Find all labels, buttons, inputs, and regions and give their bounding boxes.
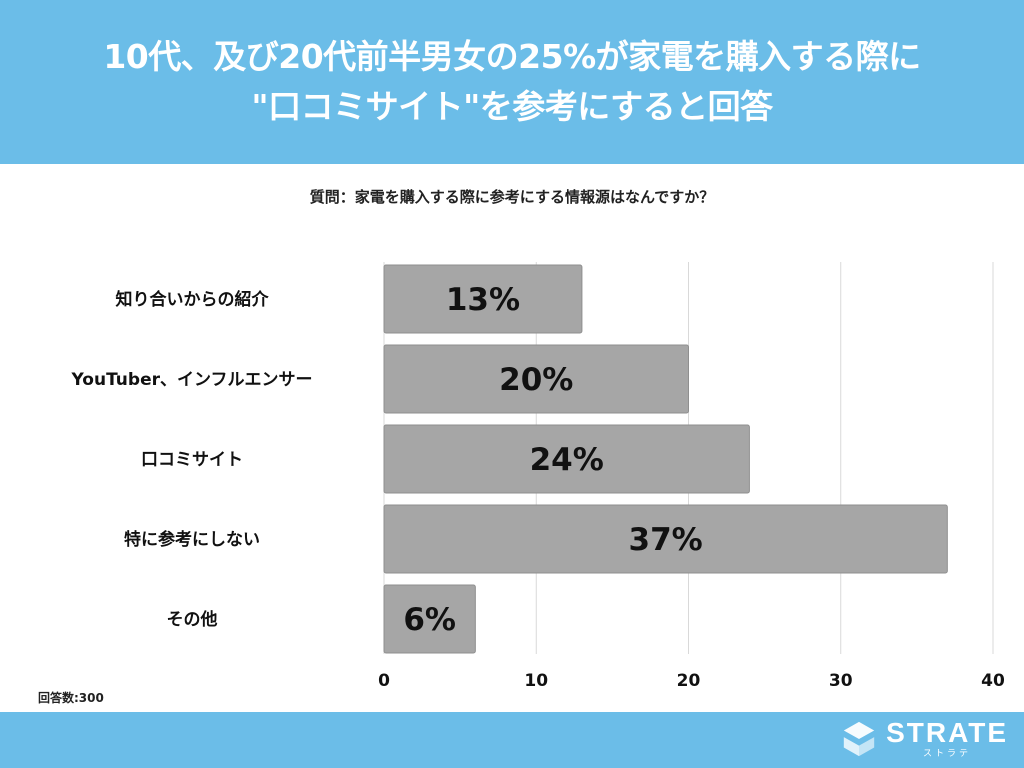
chart-subtitle: 質問：家電を購入する際に参考にする情報源はなんですか？ xyxy=(309,188,715,206)
x-tick-label: 40 xyxy=(981,671,1005,691)
bar xyxy=(383,584,476,654)
bar xyxy=(383,344,689,414)
bar-value-label: 37% xyxy=(629,522,703,558)
logo-wordmark: STRATE xyxy=(886,717,1008,748)
strate-logo-icon xyxy=(843,721,875,757)
category-label: その他 xyxy=(167,609,218,630)
bar-layer xyxy=(383,264,948,654)
x-tick-label: 0 xyxy=(378,671,390,691)
title-line-1: 10代、及び20代前半男女の25%が家電を購入する際に xyxy=(103,37,921,76)
footer-banner: STRATE ストラテ xyxy=(0,712,1024,768)
strate-logo: STRATE ストラテ xyxy=(840,718,1008,760)
bar-value-label: 24% xyxy=(530,442,604,478)
x-tick-label: 10 xyxy=(524,671,548,691)
title-line-2: "口コミサイト"を参考にすると回答 xyxy=(251,87,773,126)
header-banner: 10代、及び20代前半男女の25%が家電を購入する際に "口コミサイト"を参考に… xyxy=(0,0,1024,164)
bar xyxy=(383,504,948,574)
category-label: 口コミサイト xyxy=(141,450,243,470)
label-layer: 0 10 20 30 40 13% 知り合いからの紹介 20% YouTuber、インフルエンサ… xyxy=(71,282,1005,691)
bar xyxy=(383,264,583,334)
bar-value-label: 13% xyxy=(446,282,520,318)
x-tick-label: 30 xyxy=(829,671,853,691)
category-label: 特に参考にしない xyxy=(124,529,260,550)
bar-value-label: 20% xyxy=(499,362,573,398)
x-tick-label: 20 xyxy=(677,671,701,691)
bar-chart: 0 10 20 30 40 13% 知り合いからの紹介 20% YouTuber、インフルエンサ… xyxy=(71,262,1005,691)
logo-katakana: ストラテ xyxy=(923,749,972,759)
bar xyxy=(383,424,750,494)
respondent-count: 回答数:300 xyxy=(38,691,104,705)
bar-value-label: 6% xyxy=(403,602,456,638)
logo-text: STRATE ストラテ xyxy=(886,718,1008,760)
category-label: 知り合いからの紹介 xyxy=(115,289,270,310)
category-label: YouTuber、インフルエンサー xyxy=(71,370,313,390)
